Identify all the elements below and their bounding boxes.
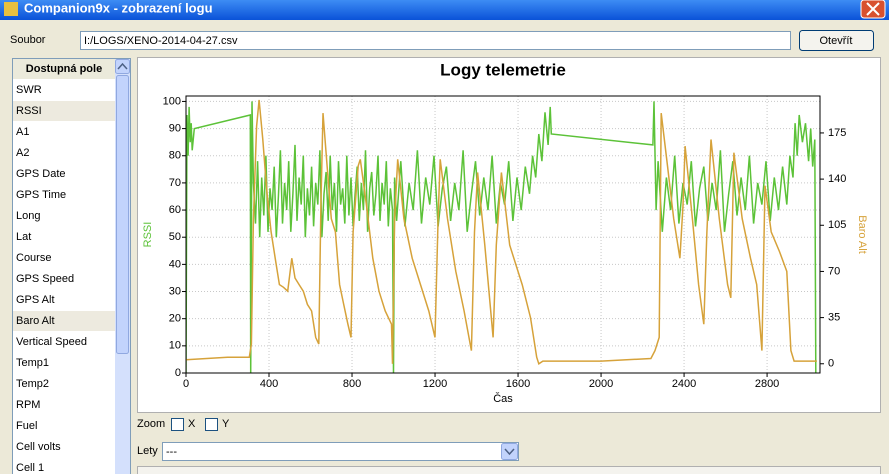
- zoom-y-label: Y: [222, 418, 230, 430]
- field-item[interactable]: RPM: [16, 399, 40, 411]
- field-list-header-text: Dostupná pole: [26, 63, 102, 75]
- open-button[interactable]: [799, 30, 874, 51]
- y-tick-label: 0: [175, 367, 181, 379]
- field-item[interactable]: SWR: [16, 84, 42, 96]
- field-item[interactable]: Temp1: [16, 357, 49, 369]
- field-item[interactable]: Course: [16, 252, 51, 264]
- close-icon: [866, 2, 880, 16]
- x-tick-label: 2000: [589, 378, 613, 390]
- y-tick-label: 90: [169, 122, 181, 134]
- combobox-button[interactable]: [501, 443, 518, 460]
- file-path: I:/LOGS/XENO-2014-04-27.csv: [84, 35, 238, 47]
- y-tick-label: 50: [169, 231, 181, 243]
- field-list-header: [13, 59, 115, 79]
- x-tick-label: 1200: [423, 378, 447, 390]
- y-tick-label: 100: [163, 95, 181, 107]
- zoom-y-checkbox[interactable]: [205, 418, 218, 431]
- field-item[interactable]: Fuel: [16, 420, 37, 432]
- y-tick-label: 30: [169, 285, 181, 297]
- chart-title: Logy telemetrie: [440, 60, 566, 79]
- open-button-label: Otevřít: [819, 35, 852, 47]
- field-item[interactable]: A2: [16, 147, 29, 159]
- y2-tick-label: 35: [828, 312, 840, 324]
- title-bar: [0, 0, 889, 20]
- field-item[interactable]: Lat: [16, 231, 31, 243]
- zoom-label: Zoom: [137, 418, 165, 430]
- y-tick-label: 70: [169, 177, 181, 189]
- flights-table-header: [137, 466, 881, 474]
- scroll-up[interactable]: [115, 59, 130, 74]
- scroll-up-arrow: [117, 62, 128, 70]
- x-tick-label: 0: [183, 378, 189, 390]
- flights-value: ---: [166, 446, 177, 458]
- combobox-arrow: [504, 448, 515, 456]
- y-tick-label: 20: [169, 313, 181, 325]
- zoom-x-label: X: [188, 418, 196, 430]
- file-input[interactable]: [80, 31, 791, 50]
- y-axis-label: RSSI: [142, 222, 154, 248]
- zoom-x-checkbox[interactable]: [171, 418, 184, 431]
- field-item[interactable]: GPS Speed: [16, 273, 74, 285]
- field-item[interactable]: Cell 1: [16, 462, 44, 474]
- file-label: Soubor: [10, 34, 46, 46]
- field-item[interactable]: Vertical Speed: [16, 336, 87, 348]
- field-item[interactable]: GPS Time: [16, 189, 66, 201]
- x-tick-label: 1600: [506, 378, 530, 390]
- y2-tick-label: 175: [828, 127, 846, 139]
- x-tick-label: 2800: [755, 378, 779, 390]
- field-item[interactable]: GPS Date: [16, 168, 66, 180]
- field-item-highlight: [13, 101, 115, 121]
- plot-frame: [185, 95, 821, 374]
- x-tick-label: 800: [343, 378, 361, 390]
- y2-axis-label: Baro Alt: [856, 215, 868, 254]
- flights-label: Lety: [137, 445, 158, 457]
- field-item[interactable]: GPS Alt: [16, 294, 55, 306]
- flights-combobox[interactable]: [162, 442, 519, 461]
- y2-tick-label: 70: [828, 265, 840, 277]
- x-tick-label: 2400: [672, 378, 696, 390]
- field-item[interactable]: RSSI: [16, 105, 42, 117]
- y-tick-label: 40: [169, 258, 181, 270]
- app-icon: [4, 2, 18, 16]
- x-tick-label: 400: [260, 378, 278, 390]
- field-item[interactable]: Baro Alt: [16, 315, 55, 327]
- field-item[interactable]: Temp2: [16, 378, 49, 390]
- y2-tick-label: 0: [828, 358, 834, 370]
- field-item-highlight: [13, 311, 115, 331]
- field-item[interactable]: Long: [16, 210, 40, 222]
- y-tick-label: 80: [169, 150, 181, 162]
- scroll-thumb[interactable]: [116, 75, 129, 354]
- x-axis-label: Čas: [493, 392, 513, 405]
- field-item[interactable]: A1: [16, 126, 29, 138]
- series-line: [186, 99, 817, 365]
- series-line: [186, 101, 817, 373]
- y2-tick-label: 140: [828, 173, 846, 185]
- y-tick-label: 10: [169, 340, 181, 352]
- y-tick-label: 60: [169, 204, 181, 216]
- window-title: Companion9x - zobrazení logu: [24, 0, 213, 15]
- y2-tick-label: 105: [828, 219, 846, 231]
- field-item[interactable]: Cell volts: [16, 441, 61, 453]
- field-list: [12, 58, 131, 474]
